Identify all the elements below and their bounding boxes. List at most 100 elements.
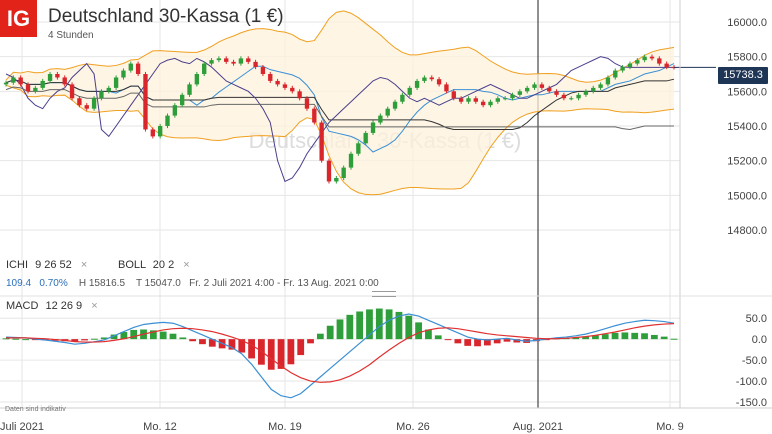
candle-body [429, 77, 434, 80]
macd-indicator[interactable]: MACD 12 26 9 × [6, 300, 98, 312]
boll-params: 20 2 [152, 259, 175, 271]
macd-histogram-bar [297, 339, 305, 356]
macd-tick-label: -100.0 [736, 376, 767, 388]
candle-body [635, 60, 640, 64]
interval-label[interactable]: 4 Stunden [48, 30, 94, 41]
candle-body [172, 105, 178, 116]
info-range: Fr. 2 Juli 2021 4:00 - Fr. 13 Aug. 2021 … [189, 278, 379, 289]
macd-histogram-bar [425, 329, 432, 340]
ichi-indicator[interactable]: ICHI 9 26 52 × [6, 259, 87, 271]
candle-body [649, 56, 655, 59]
candle-body [378, 115, 383, 123]
time-tick-label: Mo. 12 [143, 421, 177, 433]
candle-body [583, 91, 589, 95]
candle-body [473, 98, 478, 102]
macd-histogram-bar [582, 336, 589, 340]
price-tick-label: 15800.0 [727, 52, 767, 64]
macd-histogram-bar [110, 334, 118, 340]
candle-body [664, 63, 669, 68]
candle-body [422, 77, 427, 81]
senkou-span-b [5, 86, 674, 130]
macd-histogram-bar [601, 334, 609, 340]
instrument-title[interactable]: Deutschland 30-Kassa (1 €) [48, 6, 284, 27]
macd-histogram-bar [621, 332, 629, 340]
price-info-line: 109.4 0.70% H 15816.5 T 15047.0 Fr. 2 Ju… [6, 278, 379, 289]
candle-body [91, 98, 97, 109]
candle-body [216, 58, 222, 61]
candle-body [341, 167, 346, 178]
macd-histogram-bar [670, 338, 678, 340]
info-last: 109.4 [6, 278, 32, 289]
current-price-tag: 15738.3 [718, 67, 768, 84]
candle-body [238, 58, 244, 64]
candle-body [576, 94, 581, 99]
price-tick-label: 15200.0 [727, 156, 767, 168]
candle-body [55, 74, 60, 78]
candle-body [202, 63, 207, 74]
candle-body [591, 87, 596, 92]
candle-body [495, 98, 501, 102]
candle-body [77, 98, 82, 106]
macd-histogram-bar [199, 339, 206, 345]
disclaimer: Daten sind indikativ [5, 406, 66, 413]
bollinger-upper [5, 10, 675, 83]
candle-body [99, 91, 104, 99]
candle-body [290, 87, 295, 92]
macd-histogram-bar [81, 339, 88, 341]
ichi-params: 9 26 52 [35, 259, 72, 271]
candle-body [407, 87, 412, 95]
macd-histogram-bar [483, 339, 491, 346]
macd-histogram-bar [277, 339, 285, 369]
boll-label: BOLL [118, 259, 146, 271]
candle-body [627, 63, 633, 68]
macd-params: 12 26 9 [45, 300, 83, 312]
macd-tick-label: -50.0 [742, 355, 767, 367]
candle-body [598, 84, 603, 88]
candle-body [297, 91, 302, 99]
info-low: T 15047.0 [135, 278, 181, 289]
macd-histogram-bar [474, 339, 481, 347]
candle-body [312, 108, 317, 123]
macd-histogram-bar [2, 338, 10, 340]
candle-body [282, 84, 288, 88]
candle-body [33, 87, 38, 92]
candle-body [157, 126, 163, 137]
macd-histogram-bar [464, 339, 472, 346]
candle-body [348, 153, 354, 168]
macd-histogram-bar [287, 339, 295, 365]
candle-body [436, 79, 442, 85]
boll-indicator[interactable]: BOLL 20 2 × [118, 259, 190, 271]
candle-body [444, 84, 449, 92]
panel-resize-handle[interactable] [372, 291, 396, 297]
candle-body [319, 122, 324, 161]
macd-histogram-bar [189, 339, 197, 342]
candle-body [525, 87, 530, 92]
macd-histogram-bar [120, 332, 128, 340]
candle-body [106, 87, 111, 92]
candle-body [69, 84, 75, 99]
macd-histogram-bar [159, 331, 167, 340]
macd-histogram-bar [228, 339, 236, 350]
chikou-line [5, 56, 674, 183]
candle-body [84, 105, 89, 109]
candle-body [47, 74, 53, 81]
time-tick-label: Mo. 19 [268, 421, 302, 433]
candle-body [451, 91, 456, 99]
candle-body [620, 67, 625, 71]
boll-close-icon[interactable]: × [183, 259, 190, 271]
candle-body [392, 101, 398, 109]
candle-body [510, 94, 515, 99]
macd-histogram-bar [346, 314, 354, 340]
macd-histogram-bar [572, 337, 580, 340]
ichi-close-icon[interactable]: × [80, 259, 88, 271]
macd-histogram-bar [169, 333, 177, 340]
macd-close-icon[interactable]: × [91, 300, 98, 312]
signal-line [6, 323, 675, 383]
candle-body [187, 84, 192, 95]
candle-body [561, 94, 567, 99]
candle-body [356, 143, 361, 154]
macd-histogram-bar [434, 335, 442, 340]
candle-body [135, 63, 141, 74]
